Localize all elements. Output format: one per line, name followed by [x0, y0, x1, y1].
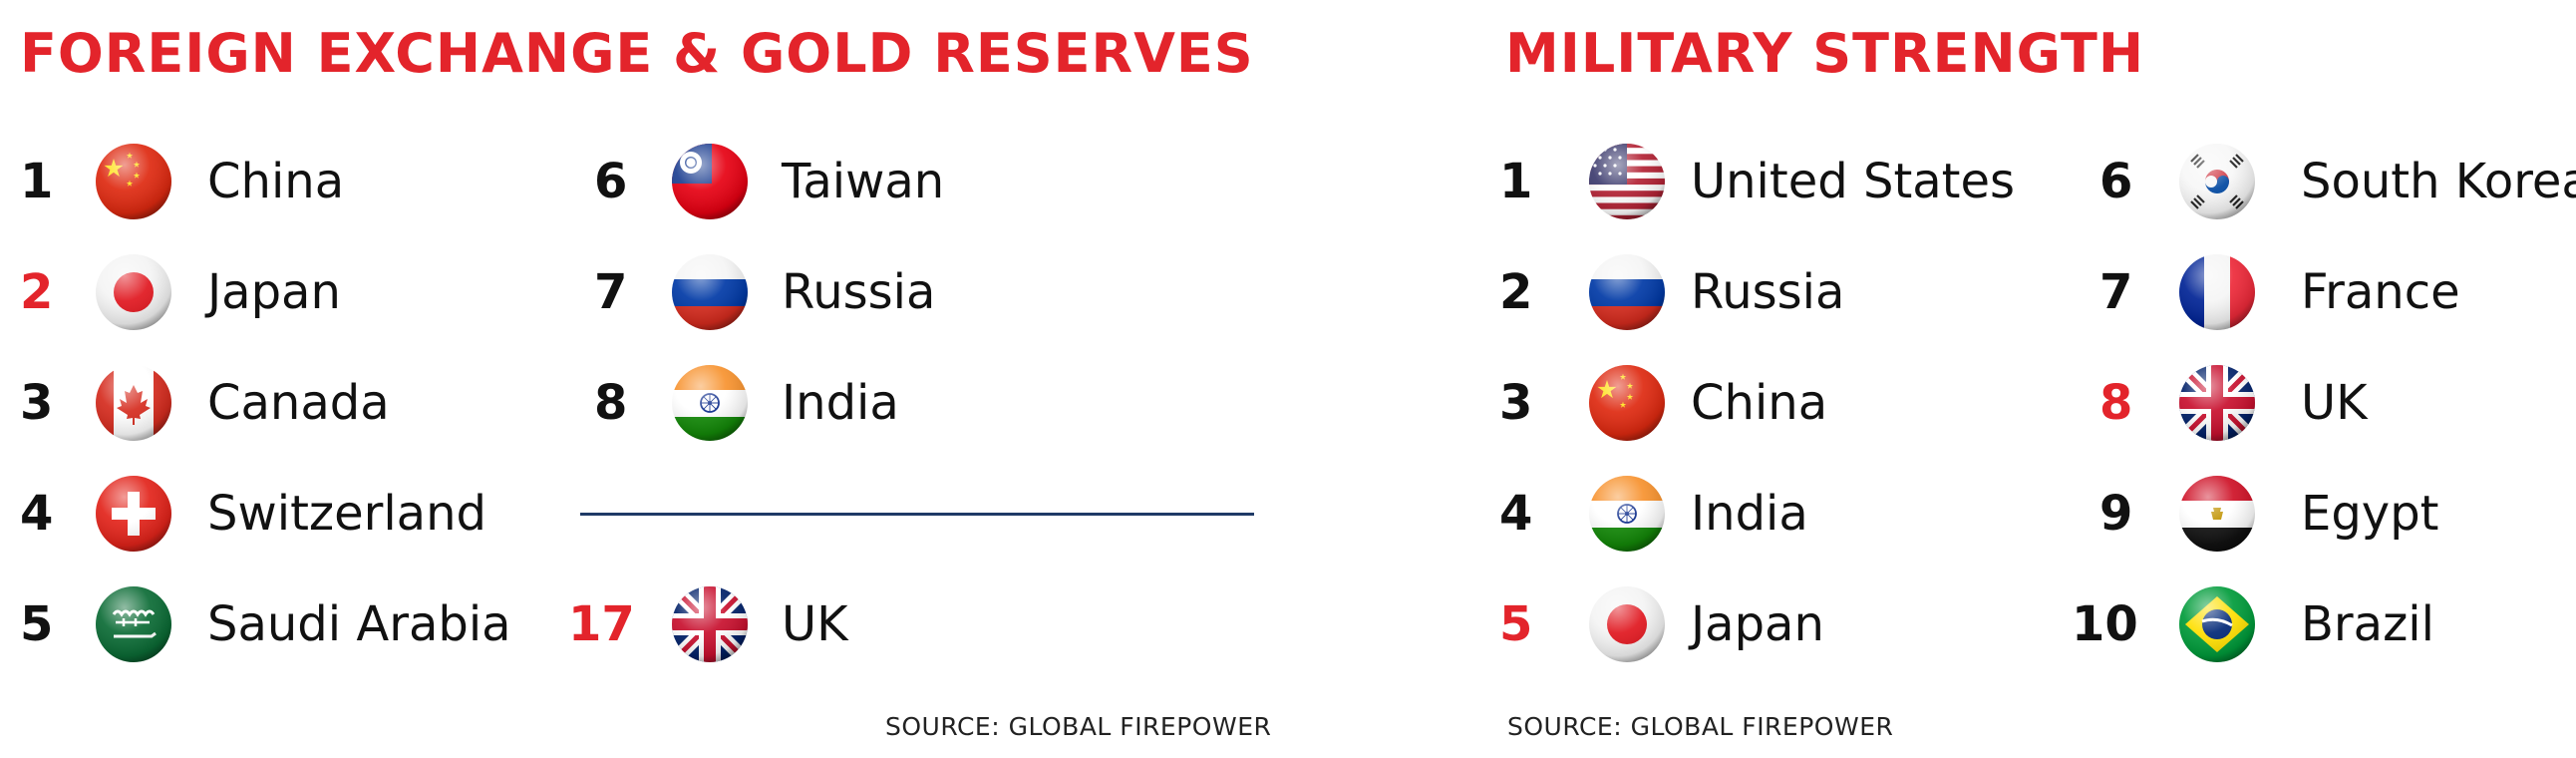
japan-flag-icon	[1589, 586, 1665, 662]
ranking-row: 3 Canada	[0, 363, 558, 443]
country-name: Saudi Arabia	[207, 596, 511, 652]
ranking-row: 8 UK	[2064, 363, 2572, 443]
ranking-row: 5 Saudi Arabia	[0, 584, 558, 664]
country-name: Switzerland	[207, 486, 486, 542]
taiwan-flag-icon	[672, 144, 748, 219]
france-flag-icon	[2179, 254, 2255, 330]
ranking-row: 7 Russia	[558, 252, 1256, 332]
rank-number: 3	[20, 375, 54, 431]
china-flag-icon	[1589, 365, 1665, 441]
source-note: SOURCE: GLOBAL FIREPOWER	[885, 712, 1272, 741]
ranking-row: 7 France	[2064, 252, 2572, 332]
rank-number: 3	[1499, 375, 1533, 431]
egypt-flag-icon	[2179, 476, 2255, 552]
country-name: India	[1691, 486, 1808, 542]
rank-number: 8	[2099, 375, 2133, 431]
rank-number: 2	[1499, 264, 1533, 320]
country-name: South Korea	[2301, 154, 2576, 209]
ranking-row: 4 India	[1495, 474, 2054, 554]
ranking-row: 6 South Korea	[2064, 142, 2576, 221]
ranking-row: 5 Japan	[1495, 584, 2054, 664]
rank-number: 4	[1499, 486, 1533, 542]
country-name: Russia	[1691, 264, 1845, 320]
country-name: India	[782, 375, 899, 431]
rank-number: 6	[2099, 154, 2133, 209]
ranking-row: 10 Brazil	[2064, 584, 2572, 664]
ranking-row: 2 Japan	[0, 252, 558, 332]
russia-flag-icon	[672, 254, 748, 330]
rank-number: 1	[20, 154, 54, 209]
uk-flag-icon	[672, 586, 748, 662]
india-flag-icon	[672, 365, 748, 441]
country-name: Brazil	[2301, 596, 2434, 652]
country-name: Taiwan	[782, 154, 945, 209]
country-name: United States	[1691, 154, 2016, 209]
section-title-military: MILITARY STRENGTH	[1505, 22, 2145, 85]
rank-number: 10	[2072, 596, 2138, 652]
uk-flag-icon	[2179, 365, 2255, 441]
south-korea-flag-icon	[2179, 144, 2255, 219]
saudi-arabia-flag-icon	[96, 586, 171, 662]
country-name: Egypt	[2301, 486, 2439, 542]
brazil-flag-icon	[2179, 586, 2255, 662]
source-note: SOURCE: GLOBAL FIREPOWER	[1507, 712, 1894, 741]
rank-number: 9	[2099, 486, 2133, 542]
country-name: Canada	[207, 375, 390, 431]
country-name: Japan	[207, 264, 341, 320]
rank-number: 5	[20, 596, 54, 652]
ranking-row: 9 Egypt	[2064, 474, 2572, 554]
ranking-row: 6 Taiwan	[558, 142, 1256, 221]
china-flag-icon	[96, 144, 171, 219]
rank-number: 7	[594, 264, 628, 320]
japan-flag-icon	[96, 254, 171, 330]
country-name: China	[1691, 375, 1828, 431]
country-name: China	[207, 154, 345, 209]
rank-number: 17	[568, 596, 635, 652]
country-name: France	[2301, 264, 2460, 320]
rank-number: 8	[594, 375, 628, 431]
ranking-row: 17 UK	[558, 584, 1256, 664]
rank-number: 1	[1499, 154, 1533, 209]
ranking-row: 3 China	[1495, 363, 2054, 443]
ranking-row: 8 India	[558, 363, 1256, 443]
country-name: UK	[2301, 375, 2368, 431]
rank-number: 6	[594, 154, 628, 209]
switzerland-flag-icon	[96, 476, 171, 552]
section-divider	[580, 513, 1254, 516]
ranking-row: 1 United States	[1495, 142, 2054, 221]
canada-flag-icon	[96, 365, 171, 441]
country-name: Russia	[782, 264, 936, 320]
country-name: Japan	[1691, 596, 1824, 652]
russia-flag-icon	[1589, 254, 1665, 330]
rank-number: 7	[2099, 264, 2133, 320]
rank-number: 2	[20, 264, 54, 320]
india-flag-icon	[1589, 476, 1665, 552]
rank-number: 5	[1499, 596, 1533, 652]
ranking-row: 2 Russia	[1495, 252, 2054, 332]
country-name: UK	[782, 596, 848, 652]
usa-flag-icon	[1589, 144, 1665, 219]
rank-number: 4	[20, 486, 54, 542]
ranking-row: 1 China	[0, 142, 558, 221]
section-title-reserves: FOREIGN EXCHANGE & GOLD RESERVES	[20, 22, 1254, 85]
ranking-row: 4 Switzerland	[0, 474, 558, 554]
